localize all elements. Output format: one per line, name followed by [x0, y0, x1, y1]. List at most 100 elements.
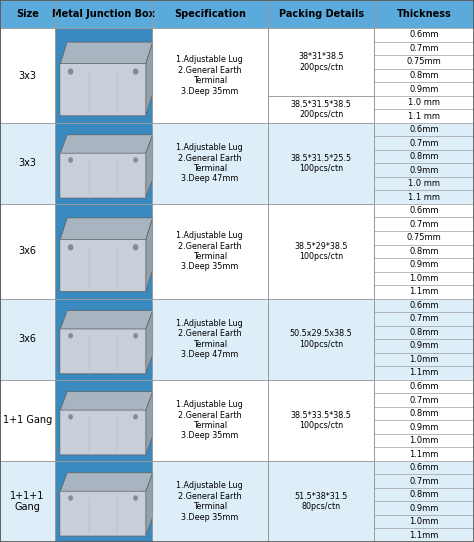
- Text: 1.0mm: 1.0mm: [410, 436, 439, 445]
- Bar: [374, 217, 474, 231]
- Text: 0.8mm: 0.8mm: [410, 71, 439, 80]
- FancyBboxPatch shape: [60, 328, 146, 374]
- Polygon shape: [60, 473, 153, 491]
- Bar: [374, 474, 474, 488]
- Circle shape: [133, 157, 138, 163]
- FancyBboxPatch shape: [60, 63, 146, 116]
- Bar: [374, 326, 474, 339]
- Bar: [374, 488, 474, 501]
- Text: 38.5*33.5*38.5
100pcs/ctn: 38.5*33.5*38.5 100pcs/ctn: [291, 411, 352, 430]
- Text: 0.9mm: 0.9mm: [410, 85, 439, 94]
- Circle shape: [68, 333, 73, 339]
- Bar: [55, 380, 152, 461]
- Text: 0.7mm: 0.7mm: [410, 476, 439, 486]
- Text: 0.8mm: 0.8mm: [410, 328, 439, 337]
- Bar: [374, 123, 474, 137]
- Text: Metal Junction Box: Metal Junction Box: [52, 9, 155, 19]
- Text: 50.5x29.5x38.5
100pcs/ctn: 50.5x29.5x38.5 100pcs/ctn: [290, 330, 353, 349]
- Text: 1.Adjustable Lug
2.General Earth
Terminal
3.Deep 35mm: 1.Adjustable Lug 2.General Earth Termina…: [176, 400, 243, 441]
- Polygon shape: [146, 218, 153, 291]
- Text: 38.5*31.5*38.5
200pcs/ctn: 38.5*31.5*38.5 200pcs/ctn: [291, 100, 352, 119]
- Polygon shape: [146, 42, 153, 115]
- Bar: [374, 407, 474, 420]
- Bar: [268, 461, 374, 542]
- Text: 1+1 Gang: 1+1 Gang: [3, 415, 52, 425]
- Bar: [55, 123, 152, 204]
- Text: 1.0mm: 1.0mm: [410, 517, 439, 526]
- Text: 1.Adjustable Lug
2.General Earth
Terminal
3.Deep 47mm: 1.Adjustable Lug 2.General Earth Termina…: [176, 319, 243, 359]
- Text: 0.9mm: 0.9mm: [410, 341, 439, 351]
- Text: 0.6mm: 0.6mm: [410, 30, 439, 40]
- Bar: [374, 244, 474, 258]
- Bar: [374, 55, 474, 69]
- Bar: [374, 447, 474, 461]
- Text: 0.75mm: 0.75mm: [407, 57, 442, 67]
- Text: 38.5*31.5*25.5
100pcs/ctn: 38.5*31.5*25.5 100pcs/ctn: [291, 154, 352, 173]
- Text: Size: Size: [16, 9, 39, 19]
- Circle shape: [68, 244, 73, 250]
- Text: 0.8mm: 0.8mm: [410, 409, 439, 418]
- Polygon shape: [60, 135, 153, 153]
- Text: 0.6mm: 0.6mm: [410, 382, 439, 391]
- Text: 0.9mm: 0.9mm: [410, 504, 439, 513]
- Bar: [55, 28, 152, 123]
- Bar: [0, 204, 55, 299]
- Bar: [268, 299, 374, 380]
- Text: Packing Details: Packing Details: [279, 9, 364, 19]
- Circle shape: [133, 495, 138, 501]
- Text: 1.Adjustable Lug
2.General Earth
Terminal
3.Deep 35mm: 1.Adjustable Lug 2.General Earth Termina…: [176, 481, 243, 521]
- Polygon shape: [146, 473, 153, 535]
- Bar: [0, 299, 55, 380]
- Bar: [374, 137, 474, 150]
- Text: 0.6mm: 0.6mm: [410, 206, 439, 215]
- Bar: [374, 380, 474, 393]
- Text: 3x3: 3x3: [18, 70, 36, 81]
- Circle shape: [133, 333, 138, 339]
- Bar: [55, 299, 152, 380]
- Text: 1.0 mm: 1.0 mm: [408, 98, 440, 107]
- Text: 51.5*38*31.5
80pcs/ctn: 51.5*38*31.5 80pcs/ctn: [294, 492, 348, 511]
- Bar: [268, 380, 374, 461]
- Text: 0.8mm: 0.8mm: [410, 490, 439, 499]
- Bar: [374, 461, 474, 474]
- Text: 3x6: 3x6: [18, 334, 36, 344]
- Bar: [374, 393, 474, 407]
- Bar: [268, 0, 374, 28]
- Text: 38*31*38.5
200pcs/ctn: 38*31*38.5 200pcs/ctn: [298, 52, 344, 72]
- Text: 0.8mm: 0.8mm: [410, 152, 439, 161]
- Text: 0.75mm: 0.75mm: [407, 233, 442, 242]
- Text: 0.7mm: 0.7mm: [410, 220, 439, 229]
- Bar: [374, 353, 474, 366]
- FancyBboxPatch shape: [60, 410, 146, 455]
- Text: 1.1mm: 1.1mm: [410, 531, 439, 540]
- Text: 0.6mm: 0.6mm: [410, 463, 439, 472]
- Text: 3x3: 3x3: [18, 158, 36, 169]
- Polygon shape: [60, 42, 153, 63]
- Text: 0.7mm: 0.7mm: [410, 44, 439, 53]
- Bar: [374, 28, 474, 42]
- FancyBboxPatch shape: [60, 153, 146, 198]
- Circle shape: [133, 68, 138, 75]
- Bar: [374, 163, 474, 177]
- Bar: [374, 258, 474, 272]
- Bar: [374, 109, 474, 123]
- Bar: [152, 123, 268, 204]
- Bar: [0, 123, 55, 204]
- Bar: [268, 28, 374, 96]
- Bar: [374, 177, 474, 190]
- Polygon shape: [146, 135, 153, 197]
- Polygon shape: [146, 392, 153, 454]
- Text: 1.Adjustable Lug
2.General Earth
Terminal
3.Deep 35mm: 1.Adjustable Lug 2.General Earth Termina…: [176, 55, 243, 95]
- Text: 0.9mm: 0.9mm: [410, 423, 439, 431]
- Bar: [268, 204, 374, 299]
- Bar: [0, 380, 55, 461]
- Bar: [374, 434, 474, 447]
- Text: 0.9mm: 0.9mm: [410, 166, 439, 175]
- Bar: [55, 461, 152, 542]
- Text: 1.0 mm: 1.0 mm: [408, 179, 440, 188]
- Bar: [374, 150, 474, 163]
- Bar: [374, 96, 474, 109]
- Text: 1.Adjustable Lug
2.General Earth
Terminal
3.Deep 47mm: 1.Adjustable Lug 2.General Earth Termina…: [176, 143, 243, 184]
- Text: Thickness: Thickness: [397, 9, 452, 19]
- Circle shape: [68, 495, 73, 501]
